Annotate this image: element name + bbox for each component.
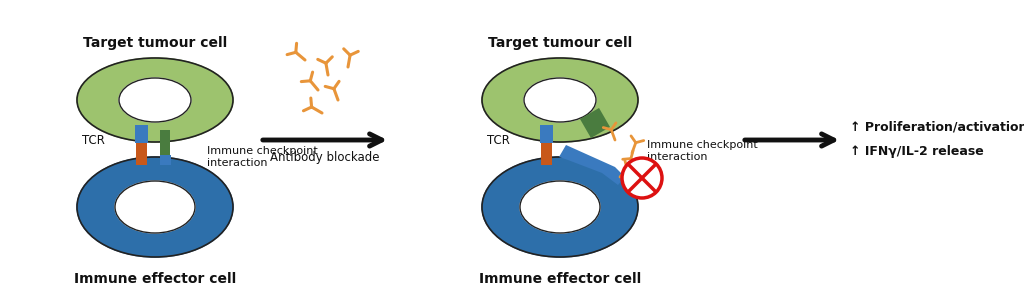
- Text: Target tumour cell: Target tumour cell: [487, 36, 632, 50]
- Ellipse shape: [77, 58, 233, 142]
- Circle shape: [622, 158, 662, 198]
- FancyBboxPatch shape: [160, 130, 170, 160]
- Ellipse shape: [524, 78, 596, 122]
- Ellipse shape: [520, 181, 600, 233]
- FancyBboxPatch shape: [135, 135, 146, 165]
- Ellipse shape: [482, 58, 638, 142]
- Text: Antibody blockade: Antibody blockade: [270, 150, 380, 163]
- Text: Immune checkpoint
interaction: Immune checkpoint interaction: [647, 140, 758, 162]
- Ellipse shape: [482, 157, 638, 257]
- Text: Target tumour cell: Target tumour cell: [83, 36, 227, 50]
- FancyBboxPatch shape: [541, 135, 552, 165]
- Polygon shape: [559, 145, 625, 185]
- Text: TCR: TCR: [82, 134, 104, 147]
- Ellipse shape: [77, 157, 233, 257]
- FancyBboxPatch shape: [134, 125, 147, 143]
- Text: Immune effector cell: Immune effector cell: [479, 272, 641, 286]
- Text: ↑ Proliferation/activation: ↑ Proliferation/activation: [850, 120, 1024, 134]
- FancyBboxPatch shape: [160, 155, 171, 165]
- Text: ↑ IFNγ/IL-2 release: ↑ IFNγ/IL-2 release: [850, 145, 984, 158]
- Ellipse shape: [119, 78, 191, 122]
- Text: TCR: TCR: [486, 134, 509, 147]
- Ellipse shape: [115, 181, 195, 233]
- Text: Immune checkpoint
interaction: Immune checkpoint interaction: [207, 146, 317, 168]
- FancyBboxPatch shape: [580, 108, 610, 138]
- Text: Immune effector cell: Immune effector cell: [74, 272, 237, 286]
- FancyBboxPatch shape: [540, 125, 553, 143]
